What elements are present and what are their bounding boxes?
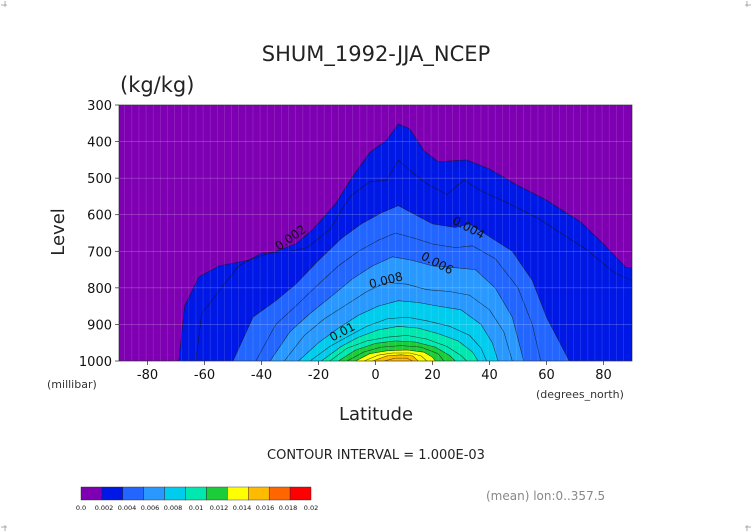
contour-line-0.003 <box>195 159 632 361</box>
colorbar-tick-label: 0.008 <box>164 504 183 512</box>
colorbar-swatch <box>206 486 228 501</box>
colorbar-tick-label: 0.018 <box>279 504 298 512</box>
contour-line-0.002 <box>119 123 632 361</box>
contour-line-0.010 <box>321 326 479 361</box>
colorbar-tick-label: 0.002 <box>95 504 114 512</box>
y-tick-label: 700 <box>87 245 112 260</box>
x-unit-label: (degrees_north) <box>536 388 624 401</box>
colorbar-tick-label: 0.006 <box>141 504 160 512</box>
contour-line-0.005 <box>255 232 542 361</box>
colorbar-swatch <box>101 486 124 501</box>
colorbar-swatch <box>164 486 186 501</box>
contour-line-0.017 <box>384 357 413 361</box>
x-tick-label: 80 <box>595 368 612 383</box>
contour-line-0.016 <box>372 354 419 361</box>
colorbar-tick-label: 0.016 <box>256 504 275 512</box>
y-unit-label: (millibar) <box>47 378 97 391</box>
colorbar-tick-label: 0.01 <box>189 504 203 512</box>
mean-note: (mean) lon:0..357.5 <box>486 489 605 503</box>
colorbar: 0.0 0.002 0.004 0.006 0.008 0.01 0.012 0.014 0.0… <box>76 486 318 512</box>
colorbar-swatch <box>268 486 291 501</box>
x-tick-label: -20 <box>308 368 329 383</box>
contour-line-0.012 <box>338 340 456 361</box>
colorbar-tick-label: 0.014 <box>233 504 252 512</box>
contour-line-0.009 <box>309 316 487 361</box>
colorbar-tick-label: 0.02 <box>304 504 318 512</box>
x-axis-title: Latitude <box>339 404 413 425</box>
x-tick-label: -60 <box>194 368 215 383</box>
chart-title: SHUM_1992-JJA_NCEP <box>262 42 491 67</box>
x-tick-label: 40 <box>481 368 498 383</box>
contour-line-0.015 <box>363 352 427 361</box>
contour-interval-text: CONTOUR INTERVAL = 1.000E-03 <box>267 448 485 463</box>
colorbar-tick-label: 0.004 <box>118 504 137 512</box>
colorbar-tick-label: 0.0 <box>76 504 86 512</box>
x-tick-label: 60 <box>538 368 555 383</box>
y-axis-title: Level <box>48 208 69 256</box>
colorbar-swatch <box>185 486 207 501</box>
x-tick-label: -80 <box>137 368 158 383</box>
plot-area <box>118 104 633 362</box>
contour-line-0.008 <box>298 300 499 361</box>
contour-line-0.011 <box>329 335 467 361</box>
y-tick-label: 900 <box>87 318 112 333</box>
y-tick-label: 1000 <box>79 355 112 370</box>
colorbar-tick-label: 0.012 <box>210 504 229 512</box>
colorbar-swatch <box>80 486 103 501</box>
colorbar-swatch <box>289 486 312 501</box>
y-tick-label: 600 <box>87 209 112 224</box>
units-label: (kg/kg) <box>120 73 194 97</box>
y-tick-label: 800 <box>87 282 112 297</box>
contour-line-0.007 <box>284 282 513 361</box>
contour-line-0.014 <box>355 349 436 361</box>
y-tick-label: 400 <box>87 136 112 151</box>
x-tick-label: 0 <box>371 368 379 383</box>
colorbar-swatch <box>227 486 249 501</box>
contour-line-0.004 <box>232 205 570 361</box>
colorbar-swatch <box>143 486 165 501</box>
contour-fill-0.017 <box>384 358 413 361</box>
colorbar-swatch <box>248 486 270 501</box>
contour-line-0.006 <box>269 256 524 361</box>
colorbar-swatch <box>122 486 144 501</box>
x-tick-label: -40 <box>251 368 272 383</box>
contour-line-0.013 <box>346 345 445 361</box>
y-tick-label: 500 <box>87 172 112 187</box>
x-tick-label: 20 <box>424 368 441 383</box>
y-tick-label: 300 <box>87 99 112 114</box>
